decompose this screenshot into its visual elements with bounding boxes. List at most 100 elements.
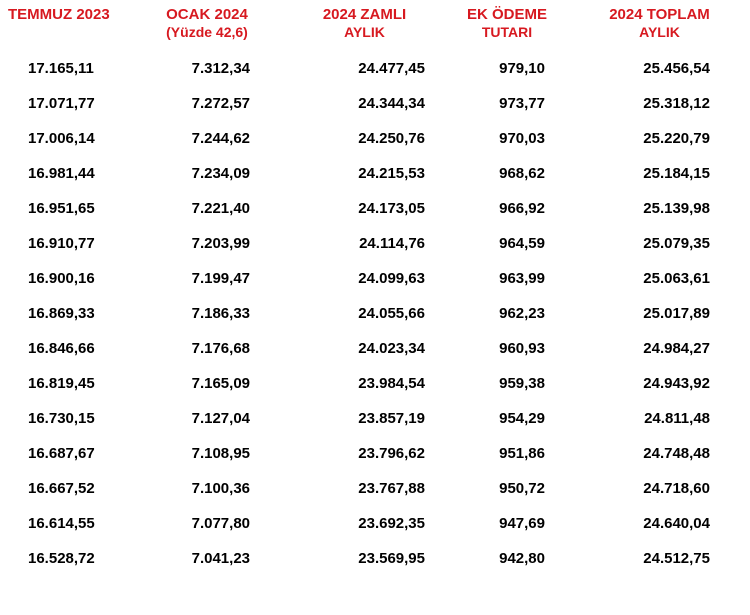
table-cell: 7.234,09: [130, 156, 280, 191]
header-sub: (Yüzde 42,6): [134, 24, 280, 41]
table-cell: 17.006,14: [0, 121, 130, 156]
table-cell: 7.176,68: [130, 331, 280, 366]
table-cell: 7.186,33: [130, 296, 280, 331]
table-cell: 24.477,45: [280, 51, 445, 86]
table-cell: 24.250,76: [280, 121, 445, 156]
table-cell: 23.692,35: [280, 506, 445, 541]
table-cell: 24.748,48: [565, 436, 750, 471]
table-body: 17.165,117.312,3424.477,45979,1025.456,5…: [0, 51, 750, 576]
table-cell: 7.127,04: [130, 401, 280, 436]
header-label: TEMMUZ 2023: [8, 6, 110, 23]
table-cell: 968,62: [445, 156, 565, 191]
table-cell: 7.100,36: [130, 471, 280, 506]
table-cell: 24.055,66: [280, 296, 445, 331]
header-label: 2024 ZAMLI: [323, 6, 406, 23]
table-cell: 7.077,80: [130, 506, 280, 541]
table-cell: 16.687,67: [0, 436, 130, 471]
table-cell: 7.221,40: [130, 191, 280, 226]
table-row: 16.951,657.221,4024.173,05966,9225.139,9…: [0, 191, 750, 226]
table-row: 16.981,447.234,0924.215,53968,6225.184,1…: [0, 156, 750, 191]
header-2024-zamli: 2024 ZAMLI AYLIK: [280, 0, 445, 51]
table-cell: 25.017,89: [565, 296, 750, 331]
table-cell: 25.318,12: [565, 86, 750, 121]
table-row: 16.846,667.176,6824.023,34960,9324.984,2…: [0, 331, 750, 366]
table-cell: 23.796,62: [280, 436, 445, 471]
table-cell: 24.099,63: [280, 261, 445, 296]
table-cell: 947,69: [445, 506, 565, 541]
table-cell: 16.900,16: [0, 261, 130, 296]
table-cell: 7.203,99: [130, 226, 280, 261]
table-cell: 7.041,23: [130, 541, 280, 576]
table-cell: 966,92: [445, 191, 565, 226]
table-cell: 16.667,52: [0, 471, 130, 506]
table-cell: 962,23: [445, 296, 565, 331]
table-cell: 25.220,79: [565, 121, 750, 156]
table-cell: 24.984,27: [565, 331, 750, 366]
table-cell: 16.528,72: [0, 541, 130, 576]
table-cell: 16.951,65: [0, 191, 130, 226]
table-cell: 7.244,62: [130, 121, 280, 156]
table-header-row: TEMMUZ 2023 OCAK 2024 (Yüzde 42,6) 2024 …: [0, 0, 750, 51]
table-cell: 24.512,75: [565, 541, 750, 576]
table-cell: 16.981,44: [0, 156, 130, 191]
table-row: 16.667,527.100,3623.767,88950,7224.718,6…: [0, 471, 750, 506]
table-cell: 25.456,54: [565, 51, 750, 86]
table-cell: 16.730,15: [0, 401, 130, 436]
table-cell: 979,10: [445, 51, 565, 86]
table-row: 16.528,727.041,2323.569,95942,8024.512,7…: [0, 541, 750, 576]
table-cell: 959,38: [445, 366, 565, 401]
table-cell: 24.718,60: [565, 471, 750, 506]
table-cell: 951,86: [445, 436, 565, 471]
table-cell: 24.173,05: [280, 191, 445, 226]
table-row: 16.910,777.203,9924.114,76964,5925.079,3…: [0, 226, 750, 261]
table-cell: 25.063,61: [565, 261, 750, 296]
table-row: 17.006,147.244,6224.250,76970,0325.220,7…: [0, 121, 750, 156]
header-sub: AYLIK: [284, 24, 445, 41]
table-cell: 24.640,04: [565, 506, 750, 541]
table-cell: 973,77: [445, 86, 565, 121]
header-label: OCAK 2024: [166, 6, 248, 23]
table-cell: 7.272,57: [130, 86, 280, 121]
header-temmuz-2023: TEMMUZ 2023: [0, 0, 130, 51]
table-cell: 17.165,11: [0, 51, 130, 86]
table-row: 16.730,157.127,0423.857,19954,2924.811,4…: [0, 401, 750, 436]
header-ek-odeme: EK ÖDEME TUTARI: [445, 0, 565, 51]
table-cell: 25.079,35: [565, 226, 750, 261]
table-row: 16.900,167.199,4724.099,63963,9925.063,6…: [0, 261, 750, 296]
table-row: 16.869,337.186,3324.055,66962,2325.017,8…: [0, 296, 750, 331]
table-cell: 7.108,95: [130, 436, 280, 471]
table-cell: 23.984,54: [280, 366, 445, 401]
header-sub: AYLIK: [569, 24, 750, 41]
header-sub: TUTARI: [449, 24, 565, 41]
table-cell: 7.312,34: [130, 51, 280, 86]
table-cell: 954,29: [445, 401, 565, 436]
table-cell: 7.199,47: [130, 261, 280, 296]
table-row: 16.614,557.077,8023.692,35947,6924.640,0…: [0, 506, 750, 541]
table-cell: 25.139,98: [565, 191, 750, 226]
table-cell: 24.811,48: [565, 401, 750, 436]
table-row: 16.819,457.165,0923.984,54959,3824.943,9…: [0, 366, 750, 401]
table-cell: 960,93: [445, 331, 565, 366]
table-cell: 24.943,92: [565, 366, 750, 401]
header-label: 2024 TOPLAM: [609, 6, 710, 23]
table-cell: 16.846,66: [0, 331, 130, 366]
table-cell: 964,59: [445, 226, 565, 261]
table-cell: 24.215,53: [280, 156, 445, 191]
table-cell: 16.910,77: [0, 226, 130, 261]
table-cell: 7.165,09: [130, 366, 280, 401]
table-cell: 25.184,15: [565, 156, 750, 191]
table-cell: 23.767,88: [280, 471, 445, 506]
table-cell: 16.819,45: [0, 366, 130, 401]
header-2024-toplam: 2024 TOPLAM AYLIK: [565, 0, 750, 51]
table-cell: 17.071,77: [0, 86, 130, 121]
table-cell: 23.857,19: [280, 401, 445, 436]
table-cell: 16.869,33: [0, 296, 130, 331]
table-cell: 970,03: [445, 121, 565, 156]
table-row: 17.165,117.312,3424.477,45979,1025.456,5…: [0, 51, 750, 86]
header-label: EK ÖDEME: [467, 6, 547, 23]
table-cell: 16.614,55: [0, 506, 130, 541]
table-cell: 24.114,76: [280, 226, 445, 261]
table-cell: 950,72: [445, 471, 565, 506]
header-ocak-2024: OCAK 2024 (Yüzde 42,6): [130, 0, 280, 51]
salary-table: TEMMUZ 2023 OCAK 2024 (Yüzde 42,6) 2024 …: [0, 0, 750, 576]
